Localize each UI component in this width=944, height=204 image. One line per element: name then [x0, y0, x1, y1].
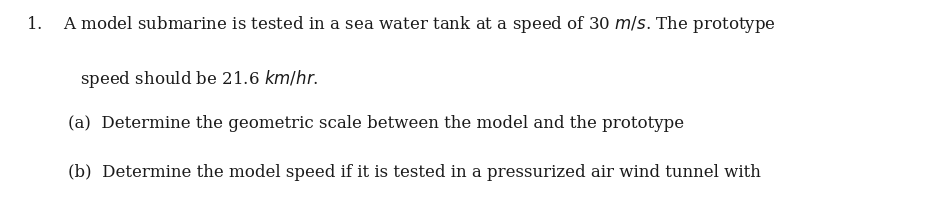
Text: speed should be 21.6 $\mathit{km/hr}$.: speed should be 21.6 $\mathit{km/hr}$.: [80, 67, 318, 89]
Text: (b)  Determine the model speed if it is tested in a pressurized air wind tunnel : (b) Determine the model speed if it is t…: [68, 163, 760, 180]
Text: 1.    A model submarine is tested in a sea water tank at a speed of 30 $\mathit{: 1. A model submarine is tested in a sea …: [26, 14, 775, 35]
Text: (a)  Determine the geometric scale between the model and the prototype: (a) Determine the geometric scale betwee…: [68, 114, 683, 131]
